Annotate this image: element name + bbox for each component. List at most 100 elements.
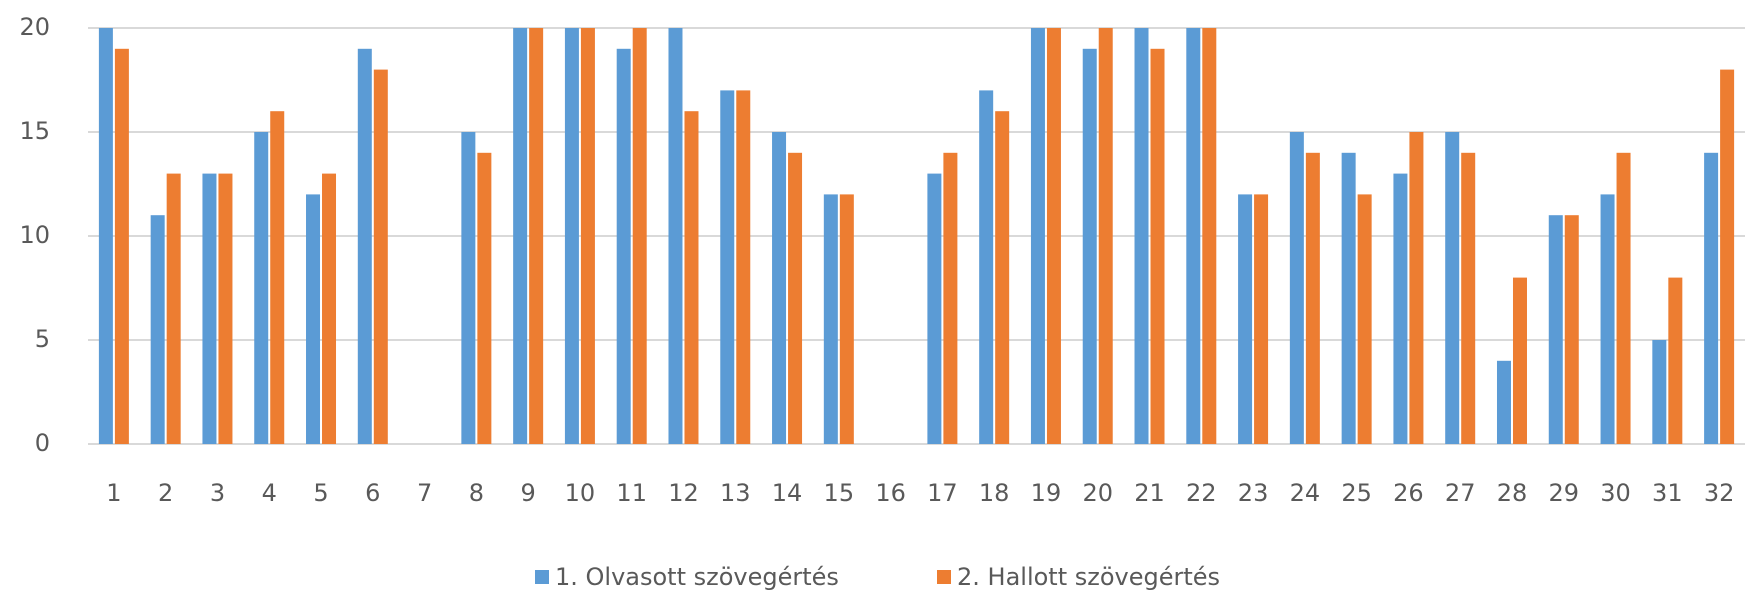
x-tick-label: 16: [875, 479, 906, 507]
x-tick-label: 19: [1031, 479, 1062, 507]
x-tick-label: 26: [1393, 479, 1424, 507]
bar: [564, 28, 579, 444]
bar: [979, 90, 994, 445]
bar: [772, 132, 787, 444]
x-tick-label: 14: [772, 479, 803, 507]
x-tick-label: 21: [1134, 479, 1165, 507]
bar: [1564, 215, 1579, 444]
bar: [1461, 152, 1476, 445]
bar: [1616, 152, 1631, 445]
legend-label: 1. Olvasott szövegértés: [555, 563, 839, 591]
bar: [1496, 360, 1511, 444]
bar: [1393, 173, 1408, 444]
bar: [1668, 277, 1683, 444]
x-tick-label: 13: [720, 479, 751, 507]
y-tick-label: 10: [19, 221, 50, 249]
x-tick-label: 12: [668, 479, 699, 507]
bar: [202, 173, 217, 444]
y-tick-label: 0: [35, 429, 50, 457]
bar: [1150, 48, 1165, 445]
bar: [477, 152, 492, 445]
bar: [580, 28, 595, 444]
bar: [529, 28, 544, 444]
x-tick-label: 4: [262, 479, 277, 507]
y-tick-label: 5: [35, 325, 50, 353]
x-tick-label: 25: [1341, 479, 1372, 507]
bar: [218, 173, 233, 444]
bar: [1600, 194, 1615, 444]
bar: [1357, 194, 1372, 444]
bar: [668, 28, 683, 444]
bar: [823, 194, 838, 444]
x-tick-label: 28: [1497, 479, 1528, 507]
x-tick-label: 30: [1600, 479, 1631, 507]
bar: [1098, 28, 1113, 444]
bar: [632, 28, 647, 444]
x-tick-label: 7: [417, 479, 432, 507]
bar: [927, 173, 942, 444]
bar: [1409, 132, 1424, 444]
bar: [1238, 194, 1253, 444]
x-tick-label: 20: [1082, 479, 1113, 507]
x-tick-label: 11: [616, 479, 647, 507]
y-tick-label: 15: [19, 117, 50, 145]
bar: [1289, 132, 1304, 444]
x-tick-label: 9: [521, 479, 536, 507]
bar: [1186, 28, 1201, 444]
bar: [1082, 48, 1097, 445]
bar: [1202, 28, 1217, 444]
bar: [1548, 215, 1563, 444]
bar: [1704, 152, 1719, 445]
x-tick-label: 10: [565, 479, 596, 507]
legend-swatch: [535, 570, 549, 584]
bar: [736, 90, 751, 445]
bar: [1134, 28, 1149, 444]
x-tick-label: 23: [1238, 479, 1269, 507]
x-tick-label: 27: [1445, 479, 1476, 507]
bar: [788, 152, 803, 445]
legend-label: 2. Hallott szövegértés: [957, 563, 1220, 591]
bar: [461, 132, 476, 444]
bar: [1305, 152, 1320, 445]
x-tick-label: 5: [313, 479, 328, 507]
bar: [616, 48, 631, 445]
bar: [1445, 132, 1460, 444]
bar: [995, 111, 1010, 444]
legend-swatch: [937, 570, 951, 584]
bar: [306, 194, 321, 444]
bar: [720, 90, 735, 445]
bar: [98, 28, 113, 444]
bar: [943, 152, 958, 445]
x-tick-label: 1: [106, 479, 121, 507]
bar: [166, 173, 181, 444]
bar: [1720, 69, 1735, 444]
bar: [1652, 340, 1667, 444]
x-tick-label: 31: [1652, 479, 1683, 507]
bar: [373, 69, 388, 444]
x-tick-label: 6: [365, 479, 380, 507]
bar: [1030, 28, 1045, 444]
y-tick-label: 20: [19, 13, 50, 41]
bar: [357, 48, 372, 445]
x-tick-label: 29: [1548, 479, 1579, 507]
bar: [1254, 194, 1269, 444]
bar: [254, 132, 269, 444]
bar: [513, 28, 528, 444]
x-tick-label: 2: [158, 479, 173, 507]
x-tick-label: 24: [1290, 479, 1321, 507]
bar: [322, 173, 337, 444]
x-tick-label: 18: [979, 479, 1010, 507]
x-tick-label: 22: [1186, 479, 1217, 507]
bar: [684, 111, 699, 444]
bar: [839, 194, 854, 444]
x-tick-label: 32: [1704, 479, 1735, 507]
bar: [1512, 277, 1527, 444]
bar: [114, 48, 129, 445]
bar: [150, 215, 165, 444]
x-tick-label: 3: [210, 479, 225, 507]
bar: [1341, 152, 1356, 445]
x-tick-label: 17: [927, 479, 958, 507]
x-tick-label: 15: [824, 479, 855, 507]
x-tick-label: 8: [469, 479, 484, 507]
